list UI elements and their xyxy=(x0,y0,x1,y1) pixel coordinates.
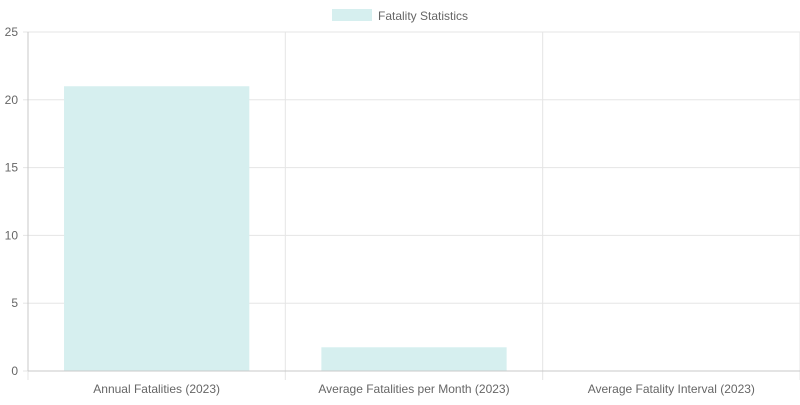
x-tick-label: Average Fatalities per Month (2023) xyxy=(318,382,509,396)
x-tick-label: Average Fatality Interval (2023) xyxy=(588,382,755,396)
legend-swatch xyxy=(332,9,372,21)
bars xyxy=(64,86,507,372)
y-tick-label: 10 xyxy=(5,228,19,242)
x-tick-label: Annual Fatalities (2023) xyxy=(93,382,220,396)
y-tick-label: 0 xyxy=(11,364,18,378)
y-tick-label: 15 xyxy=(5,161,19,175)
bar-2[interactable] xyxy=(321,347,507,371)
bar-1[interactable] xyxy=(64,86,250,372)
legend-label: Fatality Statistics xyxy=(378,9,468,23)
legend[interactable]: Fatality Statistics xyxy=(332,9,468,23)
y-tick-label: 25 xyxy=(5,25,19,39)
y-tick-label: 5 xyxy=(11,296,18,310)
axes: 0 5 10 15 20 25 Annual Fatalities (2023) Averag… xyxy=(5,25,800,396)
y-tick-label: 20 xyxy=(5,93,19,107)
